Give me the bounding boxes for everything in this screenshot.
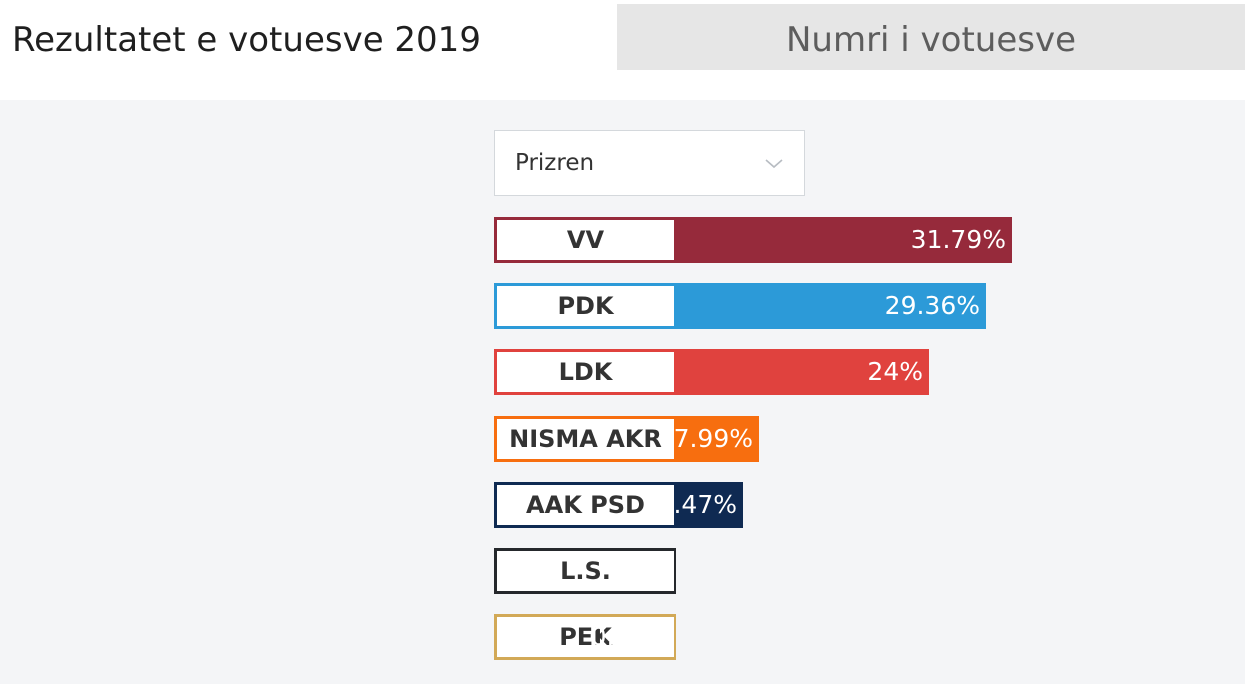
bar-category-label: PDK bbox=[497, 286, 674, 326]
bar-value-label: 6.47% bbox=[657, 490, 737, 519]
bar-category-label: LDK bbox=[497, 352, 674, 392]
chevron-down-icon bbox=[765, 159, 783, 169]
bar-value-label: 7.99% bbox=[673, 424, 753, 453]
bar-value-label: 0.2% bbox=[606, 556, 670, 585]
tab-rezultatet[interactable]: Rezultatet e votuesve 2019 bbox=[0, 4, 617, 76]
bar-value-label: 24% bbox=[867, 357, 923, 386]
bar-category-label: VV bbox=[497, 220, 674, 260]
bar-category-label: AAK PSD bbox=[497, 485, 674, 525]
bar-row: LDK 24% bbox=[494, 349, 929, 395]
bar-row: PEK 0.18% bbox=[494, 614, 676, 660]
bar-category-label: PEK bbox=[497, 617, 674, 657]
bar-value-label: 31.79% bbox=[910, 225, 1006, 254]
municipality-select[interactable]: Prizren bbox=[494, 130, 805, 196]
bar-row: NISMA AKR 7.99% bbox=[494, 416, 759, 462]
bar-row: AAK PSD 6.47% bbox=[494, 482, 743, 528]
tab-bar: Rezultatet e votuesve 2019 Numri i votue… bbox=[0, 0, 1245, 100]
bar-row: VV 31.79% bbox=[494, 217, 1012, 263]
bar-row: PDK 29.36% bbox=[494, 283, 986, 329]
bar-category-label: L.S. bbox=[497, 551, 674, 591]
bar-row: L.S. 0.2% bbox=[494, 548, 676, 594]
bar-category-label: NISMA AKR bbox=[497, 419, 674, 459]
municipality-select-value: Prizren bbox=[515, 150, 595, 176]
bar-value-label: 29.36% bbox=[884, 291, 980, 320]
bottom-strip bbox=[0, 684, 1245, 699]
tab-numri-votuesve[interactable]: Numri i votuesve bbox=[617, 4, 1245, 70]
bar-value-label: 0.18% bbox=[590, 622, 670, 651]
